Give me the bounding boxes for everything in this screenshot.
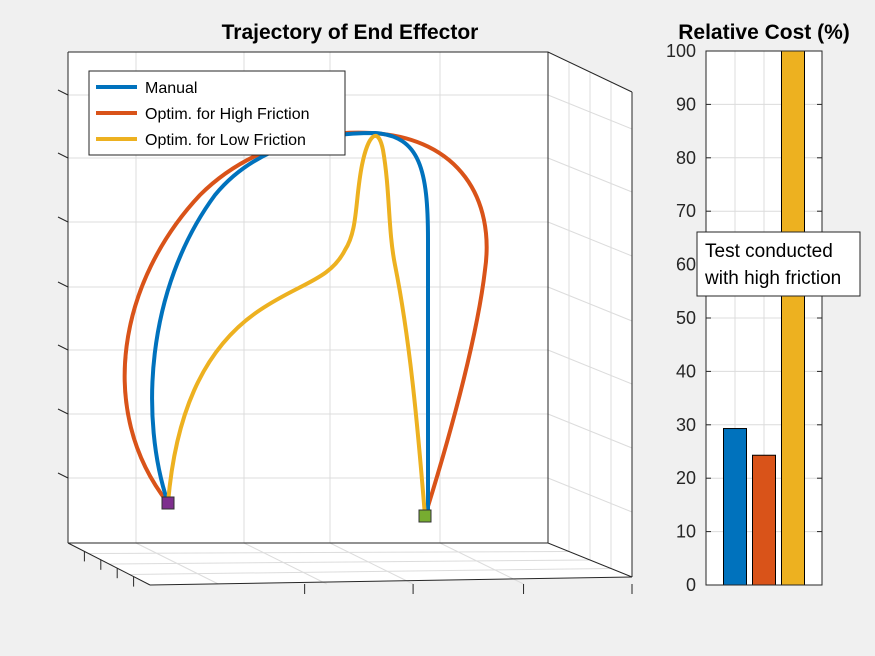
z-tick [57, 152, 69, 159]
bar-chart-title: Relative Cost (%) [678, 21, 850, 44]
bar [752, 454, 776, 586]
grid-line [243, 542, 327, 585]
z-tick [57, 89, 69, 96]
bar-y-tick-label: 100 [666, 41, 696, 61]
z-tick [57, 344, 69, 351]
grid-line [129, 568, 612, 575]
annotation-line-2: with high friction [704, 268, 841, 289]
trajectory-manual [150, 130, 430, 518]
legend-label-low-friction: Optim. for Low Friction [145, 132, 306, 149]
axis-lines [67, 51, 633, 586]
start-marker [161, 496, 175, 510]
z-tick [57, 281, 69, 288]
bar-y-ticks: 0 10 20 30 40 50 60 70 80 90 100 [666, 41, 822, 595]
annotation-line-1: Test conducted [705, 241, 833, 262]
bar-y-tick-label: 20 [676, 468, 696, 488]
grid-line [108, 559, 591, 565]
trajectory-axes: Manual Optim. for High Friction Optim. f… [57, 21, 633, 594]
annotation-box [696, 231, 861, 297]
grid-line [439, 542, 524, 585]
legend-label-manual: Manual [145, 80, 197, 97]
end-marker [418, 509, 432, 523]
relative-cost-chart: 0 10 20 30 40 50 60 70 80 90 100 Test conducted wi… [666, 21, 861, 595]
trajectory-title: Trajectory of End Effector [222, 21, 479, 44]
axis-ticks [57, 89, 633, 594]
z-tick [57, 216, 69, 223]
legend-label-high-friction: Optim. for High Friction [145, 106, 309, 123]
plot-floor [68, 543, 632, 585]
z-tick [57, 408, 69, 415]
bar-y-tick-label: 80 [676, 148, 696, 168]
bar-y-tick-label: 50 [676, 308, 696, 328]
annotation: Test conducted with high friction [696, 231, 861, 297]
grid-line [329, 542, 414, 585]
bar-y-tick-label: 0 [686, 575, 696, 595]
bars [723, 50, 805, 586]
grid-line [88, 551, 570, 554]
bar-y-tick-label: 90 [676, 94, 696, 114]
bar [723, 428, 747, 586]
bar-y-tick-label: 10 [676, 522, 696, 542]
grid-line [135, 542, 219, 585]
bar-y-tick-label: 30 [676, 415, 696, 435]
z-tick [57, 472, 69, 479]
bar-y-tick-label: 40 [676, 361, 696, 381]
trajectory-low-friction [166, 134, 427, 518]
bar [781, 50, 805, 586]
bar-y-tick-label: 60 [676, 255, 696, 275]
legend: Manual Optim. for High Friction Optim. f… [88, 70, 346, 156]
bar-y-tick-label: 70 [676, 201, 696, 221]
